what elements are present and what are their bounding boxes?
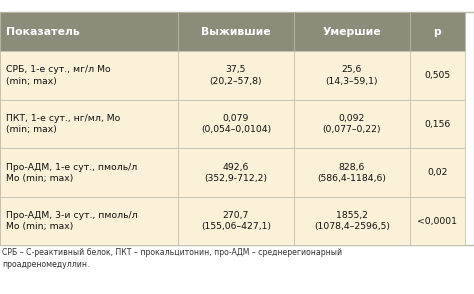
- FancyBboxPatch shape: [410, 197, 465, 245]
- Text: ПКТ, 1-е сут., нг/мл, Мо
(min; max): ПКТ, 1-е сут., нг/мл, Мо (min; max): [6, 114, 120, 134]
- Text: Про-АДМ, 3-и сут., пмоль/л
Мо (min; max): Про-АДМ, 3-и сут., пмоль/л Мо (min; max): [6, 211, 137, 231]
- Text: СРБ – С-реактивный белок, ПКТ – прокальцитонин, про-АДМ – среднерегионарный
проа: СРБ – С-реактивный белок, ПКТ – прокальц…: [2, 248, 343, 268]
- FancyBboxPatch shape: [410, 51, 465, 100]
- Text: 0,156: 0,156: [424, 120, 450, 129]
- Text: 0,092
(0,077–0,22): 0,092 (0,077–0,22): [323, 114, 381, 134]
- FancyBboxPatch shape: [0, 51, 178, 100]
- FancyBboxPatch shape: [178, 51, 294, 100]
- FancyBboxPatch shape: [0, 148, 178, 197]
- Text: 0,505: 0,505: [424, 71, 450, 80]
- Text: 25,6
(14,3–59,1): 25,6 (14,3–59,1): [326, 66, 378, 86]
- FancyBboxPatch shape: [294, 12, 410, 51]
- FancyBboxPatch shape: [178, 12, 294, 51]
- FancyBboxPatch shape: [178, 148, 294, 197]
- Text: 0,02: 0,02: [427, 168, 447, 177]
- FancyBboxPatch shape: [0, 197, 178, 245]
- FancyBboxPatch shape: [178, 100, 294, 148]
- Text: 828,6
(586,4-1184,6): 828,6 (586,4-1184,6): [318, 163, 386, 183]
- Text: p: p: [433, 26, 441, 37]
- Text: Показатель: Показатель: [6, 26, 80, 37]
- Text: 0,079
(0,054–0,0104): 0,079 (0,054–0,0104): [201, 114, 271, 134]
- FancyBboxPatch shape: [0, 100, 178, 148]
- Text: 37,5
(20,2–57,8): 37,5 (20,2–57,8): [210, 66, 262, 86]
- FancyBboxPatch shape: [410, 100, 465, 148]
- Text: Выжившие: Выжившие: [201, 26, 271, 37]
- FancyBboxPatch shape: [178, 197, 294, 245]
- FancyBboxPatch shape: [294, 51, 410, 100]
- Text: 492,6
(352,9-712,2): 492,6 (352,9-712,2): [204, 163, 267, 183]
- Text: Умершие: Умершие: [323, 26, 381, 37]
- FancyBboxPatch shape: [294, 100, 410, 148]
- FancyBboxPatch shape: [294, 197, 410, 245]
- Text: СРБ, 1-е сут., мг/л Мо
(min; max): СРБ, 1-е сут., мг/л Мо (min; max): [6, 66, 110, 86]
- Text: <0,0001: <0,0001: [417, 217, 457, 226]
- Text: 1855,2
(1078,4–2596,5): 1855,2 (1078,4–2596,5): [314, 211, 390, 231]
- FancyBboxPatch shape: [410, 148, 465, 197]
- FancyBboxPatch shape: [294, 148, 410, 197]
- Text: Про-АДМ, 1-е сут., пмоль/л
Мо (min; max): Про-АДМ, 1-е сут., пмоль/л Мо (min; max): [6, 163, 137, 183]
- FancyBboxPatch shape: [0, 12, 178, 51]
- FancyBboxPatch shape: [410, 12, 465, 51]
- Text: 270,7
(155,06–427,1): 270,7 (155,06–427,1): [201, 211, 271, 231]
